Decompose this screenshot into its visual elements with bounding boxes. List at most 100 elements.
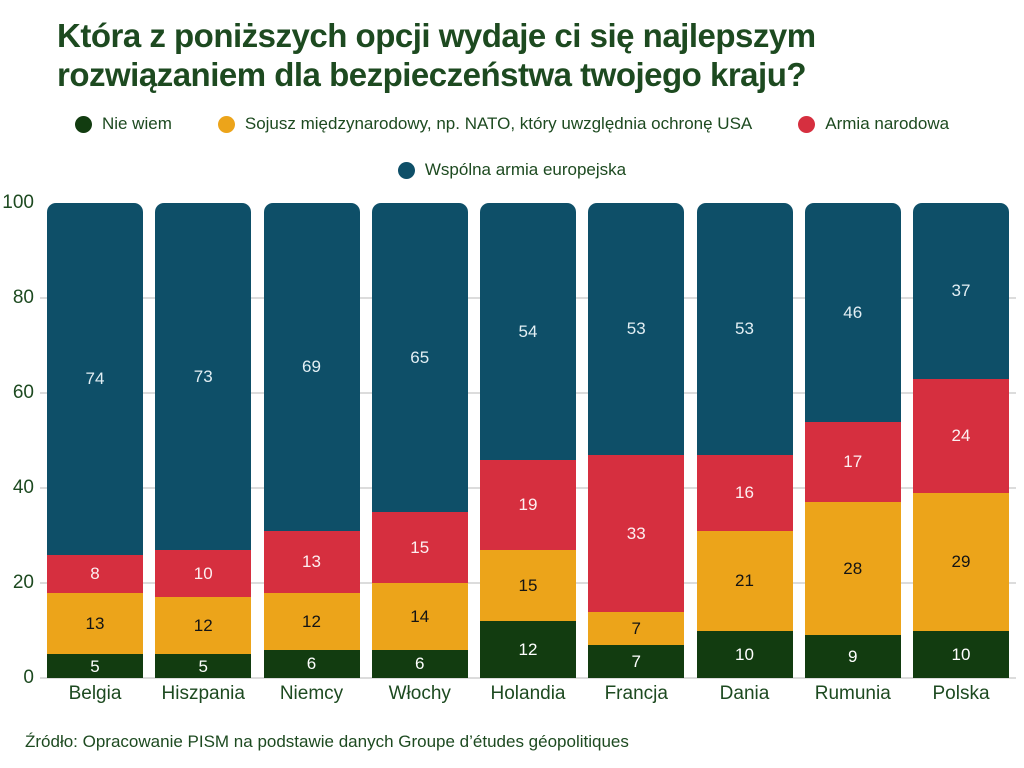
bar-segment: 12 (480, 621, 576, 678)
segment-value-label: 5 (198, 656, 208, 676)
bar-segment: 74 (47, 203, 143, 555)
bar-segment: 5 (155, 654, 252, 678)
bar-dania: 10 21 16 53 (696, 203, 793, 678)
bar-segment: 8 (47, 554, 143, 593)
segment-value-label: 33 (626, 523, 646, 543)
x-axis-line (40, 677, 1016, 679)
segment-value-label: 28 (843, 559, 863, 579)
segment-value-label: 7 (631, 618, 641, 638)
legend-swatch-circle-icon (798, 115, 816, 133)
segment-value-label: 74 (85, 369, 105, 389)
segment-value-label: 6 (306, 654, 317, 674)
segment-value-label: 12 (518, 640, 538, 659)
segment-value-label: 12 (302, 611, 321, 631)
bar-segment: 17 (804, 421, 901, 503)
bar-segment: 29 (913, 492, 1009, 631)
segment-value-label: 16 (735, 483, 754, 503)
bar-segment: 9 (804, 635, 901, 678)
legend-item-wspolna-armia-europejska: Wspólna armia europejska (397, 160, 627, 180)
bar-segment: 15 (480, 549, 576, 621)
bar-polska: 10 29 24 37 (913, 203, 1009, 678)
bar-segment: 53 (588, 203, 685, 455)
bar-segment: 65 (371, 203, 468, 512)
bar-segment: 19 (480, 459, 576, 550)
bar-segment: 7 (588, 611, 685, 645)
segment-value-label: 10 (735, 644, 754, 664)
segment-value-label: 65 (410, 347, 430, 367)
x-axis-label: Polska (932, 683, 990, 704)
segment-value-label: 5 (90, 656, 100, 676)
legend-label: Armia narodowa (825, 114, 950, 133)
segment-value-label: 7 (631, 651, 641, 671)
x-axis-label: Włochy (388, 683, 451, 704)
chart-title-line2: rozwiązaniem dla bezpieczeństwa twojego … (57, 56, 807, 93)
segment-value-label: 12 (193, 616, 213, 636)
bar-segment: 28 (804, 502, 901, 636)
source-note: Źródło: Opracowanie PISM na podstawie da… (25, 732, 629, 751)
bar-segment: 7 (588, 644, 685, 678)
bar-segment: 13 (47, 592, 143, 655)
x-axis-label: Belgia (68, 683, 122, 704)
bar-segment: 46 (804, 203, 901, 422)
y-tick-label: 60 (12, 382, 34, 403)
y-axis: 0 20 40 60 80 100 (0, 192, 34, 688)
bar-rumunia: 9 28 17 46 (804, 203, 901, 678)
bar-segment: 33 (588, 454, 685, 612)
segment-value-label: 17 (843, 452, 863, 472)
bar-hiszpania: 5 12 10 73 (155, 203, 252, 678)
segment-value-label: 13 (85, 613, 105, 633)
bar-segment: 10 (913, 630, 1009, 678)
segment-value-label: 15 (518, 575, 538, 595)
legend-label: Wspólna armia europejska (424, 160, 627, 179)
bar-segment: 12 (263, 592, 360, 650)
segment-value-label: 69 (302, 357, 321, 377)
y-tick-label: 40 (12, 477, 34, 498)
y-tick-label: 80 (12, 287, 34, 308)
chart-title-line1: Która z poniższych opcji wydaje ci się n… (57, 17, 816, 54)
bar-segment: 24 (913, 378, 1009, 493)
segment-value-label: 14 (410, 606, 430, 626)
bar-segment: 69 (263, 203, 360, 531)
bar-segment: 6 (371, 649, 468, 678)
bar-holandia: 12 15 19 54 (480, 203, 576, 678)
segment-value-label: 46 (843, 302, 863, 322)
legend-swatch-circle-icon (74, 115, 92, 133)
y-tick-label: 0 (23, 667, 34, 688)
legend-swatch-circle-icon (217, 115, 235, 133)
legend-swatch-circle-icon (397, 161, 415, 179)
segment-value-label: 53 (735, 319, 754, 339)
bar-segment: 73 (155, 203, 252, 550)
segment-value-label: 19 (518, 495, 538, 515)
chart-title: Która z poniższych opcji wydaje ci się n… (57, 16, 977, 94)
y-tick-label: 20 (12, 572, 34, 593)
bar-segment: 14 (371, 583, 468, 650)
bar-segment: 21 (696, 530, 793, 631)
segment-value-label: 21 (735, 571, 754, 591)
legend-row-2: Wspólna armia europejska (0, 160, 1024, 180)
legend-item-armia-narodowa: Armia narodowa (798, 114, 949, 134)
plot-area: 5 13 8 74 5 12 10 73 6 12 13 69 6 14 15 65 12 15 19 54 7 7 33 5… (40, 203, 1016, 679)
bar-segment: 12 (155, 597, 252, 655)
segment-value-label: 6 (415, 654, 425, 674)
legend-item-nie-wiem: Nie wiem (74, 114, 172, 134)
segment-value-label: 9 (848, 647, 858, 667)
bar-niemcy: 6 12 13 69 (263, 203, 360, 678)
x-axis-label: Hiszpania (161, 683, 245, 704)
segment-value-label: 10 (951, 644, 971, 664)
bar-segment: 6 (263, 649, 360, 678)
legend-item-sojusz-miedzynarodowy: Sojusz międzynarodowy, np. NATO, który u… (217, 114, 753, 134)
bar-segment: 15 (371, 511, 468, 583)
x-axis-label: Dania (719, 683, 770, 704)
segment-value-label: 29 (951, 552, 971, 572)
bar-belgia: 5 13 8 74 (47, 203, 143, 678)
y-tick-label: 100 (2, 192, 34, 213)
segment-value-label: 54 (518, 321, 538, 341)
x-axis: Belgia Hiszpania Niemcy Włochy Holandia Franc… (40, 683, 1016, 709)
bar-segment: 53 (696, 203, 793, 455)
bar-włochy: 6 14 15 65 (371, 203, 468, 678)
legend-label: Nie wiem (101, 114, 172, 133)
legend-label: Sojusz międzynarodowy, np. NATO, który u… (244, 114, 753, 133)
bar-segment: 13 (263, 530, 360, 593)
bar-francja: 7 7 33 53 (588, 203, 685, 678)
